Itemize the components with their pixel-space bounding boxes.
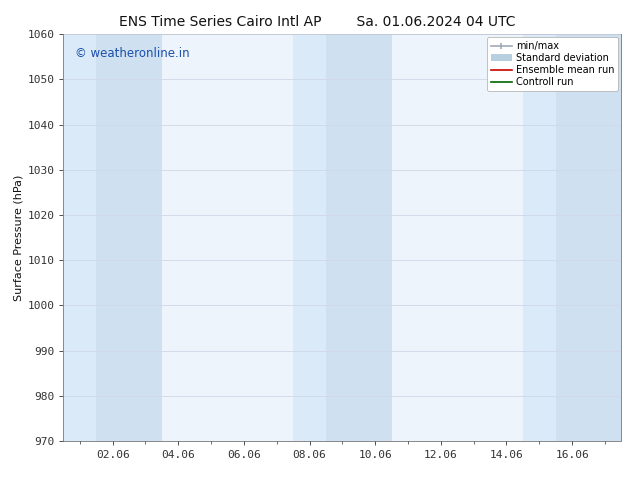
Legend: min/max, Standard deviation, Ensemble mean run, Controll run: min/max, Standard deviation, Ensemble me…	[487, 37, 618, 91]
Bar	[326, 34, 392, 441]
Y-axis label: Surface Pressure (hPa): Surface Pressure (hPa)	[13, 174, 23, 301]
Bar	[293, 34, 326, 441]
Bar	[63, 34, 96, 441]
Text: ENS Time Series Cairo Intl AP        Sa. 01.06.2024 04 UTC: ENS Time Series Cairo Intl AP Sa. 01.06.…	[119, 15, 515, 29]
Bar	[523, 34, 555, 441]
Text: © weatheronline.in: © weatheronline.in	[75, 47, 189, 59]
Bar	[96, 34, 162, 441]
Bar	[555, 34, 621, 441]
